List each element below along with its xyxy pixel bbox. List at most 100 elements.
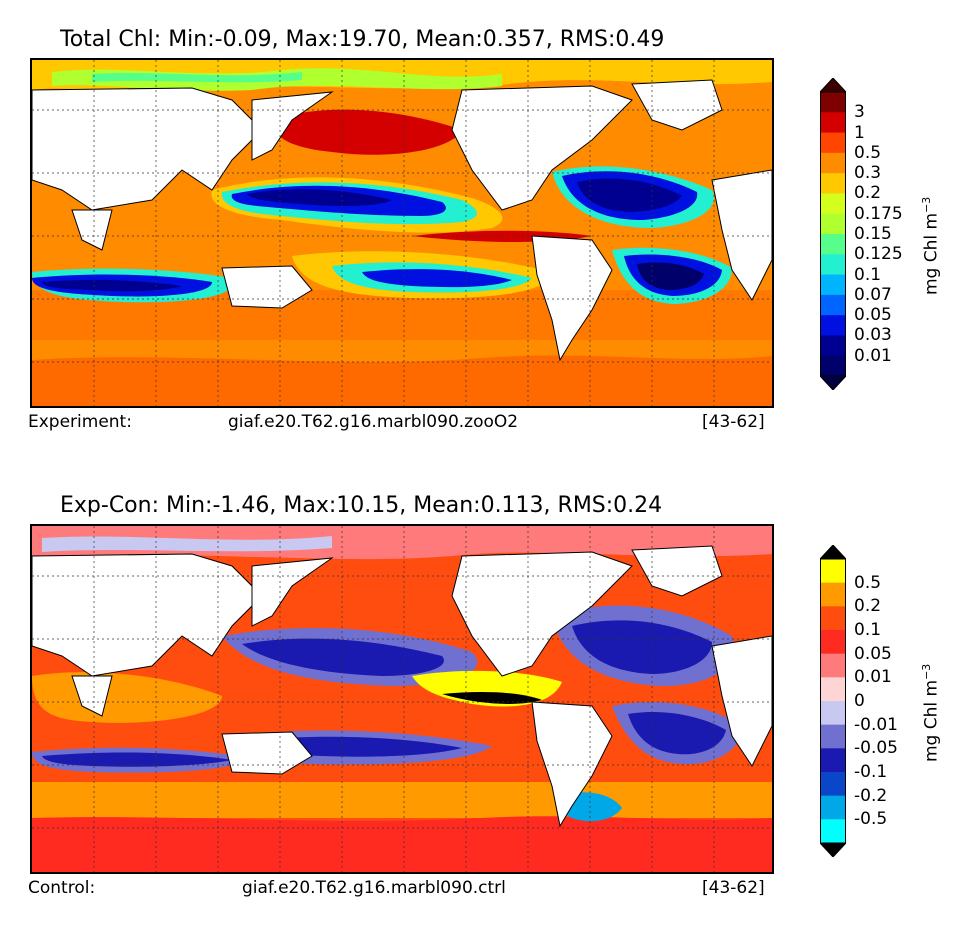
top-colorbar-unit: mg Chl m−3 (920, 197, 942, 295)
colorbar-tick-label: 0.07 (854, 284, 892, 305)
top-caption-years: [43-62] (702, 412, 765, 432)
colorbar-cell (820, 772, 846, 797)
colorbar-tick-label: 0.5 (854, 572, 882, 593)
np-gyre-center (247, 189, 392, 207)
bottom-unit-text: mg Chl m (921, 679, 942, 762)
colorbar-tick-label: 0.2 (854, 183, 882, 204)
eurasia-west (32, 553, 263, 677)
colorbar-cell (820, 335, 846, 357)
colorbar-cell (820, 630, 846, 655)
colorbar-svg (818, 544, 848, 858)
north-america (451, 551, 633, 677)
top-unit-exponent: −3 (920, 196, 933, 213)
colorbar-cell (820, 254, 846, 276)
continents (32, 79, 772, 362)
top-map-canvas (32, 60, 772, 406)
southern-orange (32, 782, 772, 818)
arctic-blue (42, 536, 332, 552)
colorbar-cell (820, 559, 846, 584)
colorbar-cell (820, 701, 846, 726)
na-blue-core (572, 620, 712, 674)
colorbar-tick-label: 0.05 (854, 305, 892, 326)
graticule (32, 526, 772, 872)
colorbar-cell (820, 234, 846, 255)
colorbar-cell (820, 748, 846, 773)
colorbar-tick-label: 0.1 (854, 620, 882, 640)
sa-gyre-core (637, 262, 704, 290)
colorbar-tick-label: -0.05 (854, 738, 898, 759)
sa-blue-core (628, 711, 726, 755)
indian-gyre-core (42, 279, 182, 292)
colorbar-cell (820, 213, 846, 235)
colorbar-tick-label: 0.125 (854, 244, 903, 265)
colorbar-tick-label: 0.15 (854, 224, 892, 244)
north-pacific-high (272, 109, 462, 155)
bottom-map-canvas (32, 526, 772, 872)
bottom-caption-years: [43-62] (702, 878, 765, 898)
colorbar-tick-label: 1 (854, 122, 865, 143)
africa (711, 169, 772, 301)
colorbar-cell (820, 274, 846, 296)
india (71, 209, 113, 251)
east-asia (251, 91, 334, 161)
colorbar-top-arrow (818, 544, 848, 560)
colorbar-cell (820, 653, 846, 678)
south-america (531, 701, 613, 828)
colorbar-tick-label: -0.1 (854, 762, 888, 782)
continents (32, 545, 772, 828)
colorbar-tick-label: 0.03 (854, 325, 892, 346)
colorbar-tick-label: 0.05 (854, 643, 892, 664)
north-america (451, 85, 633, 211)
colorbar-bottom-arrow (818, 842, 848, 858)
colorbar-cell (820, 677, 846, 702)
colorbar-tick-label: 0 (854, 691, 865, 711)
top-chlorophyll-map (30, 58, 774, 408)
na-gyre-core (577, 178, 682, 212)
east-asia (251, 557, 334, 627)
colorbar-cell (820, 152, 846, 174)
colorbar-cell (820, 193, 846, 215)
indian-dark-blue (42, 752, 232, 767)
colorbar-cell (820, 795, 846, 820)
colorbar-tick-label: 0.01 (854, 345, 892, 366)
colorbar-cell (820, 606, 846, 631)
eurasia-west (32, 87, 263, 211)
colorbar-cell (820, 92, 846, 113)
bottom-caption-label: Control: (28, 878, 96, 898)
bottom-unit-exponent: −3 (920, 663, 933, 680)
colorbar-cell (820, 724, 846, 749)
colorbar-tick-label: 0.01 (854, 667, 892, 688)
eq-black (442, 692, 542, 704)
polar-band (32, 355, 772, 406)
colorbar-tick-label: 0.3 (854, 163, 882, 184)
bottom-caption-case: giaf.e20.T62.g16.marbl090.ctrl (242, 878, 506, 898)
colorbar-svg (818, 77, 848, 391)
colorbar-cell (820, 582, 846, 607)
colorbar-tick-label: 0.5 (854, 142, 882, 163)
bottom-difference-map (30, 524, 774, 874)
south-america (531, 235, 613, 362)
polar-red (32, 816, 772, 872)
colorbar-cell (820, 355, 846, 377)
colorbar-cell (820, 173, 846, 194)
africa (711, 635, 772, 767)
colorbar-top-arrow (818, 77, 848, 93)
np-blue-core (242, 638, 444, 676)
colorbar-cell (820, 315, 846, 336)
top-colorbar (818, 77, 848, 391)
colorbar-cell (820, 132, 846, 154)
colorbar-tick-label: 0.1 (854, 264, 882, 285)
sp-gyre-core (362, 269, 512, 288)
colorbar-tick-label: -0.2 (854, 785, 888, 806)
graticule (32, 60, 772, 406)
top-map-title: Total Chl: Min:-0.09, Max:19.70, Mean:0.… (60, 27, 665, 52)
bottom-map-title: Exp-Con: Min:-1.46, Max:10.15, Mean:0.11… (60, 493, 663, 518)
colorbar-cell (820, 294, 846, 316)
colorbar-tick-label: -0.01 (854, 714, 898, 735)
bottom-colorbar (818, 544, 848, 858)
colorbar-tick-label: -0.5 (854, 809, 888, 830)
colorbar-tick-label: 0.2 (854, 596, 882, 617)
top-caption-label: Experiment: (28, 412, 132, 432)
greenland (631, 79, 723, 131)
colorbar-cell (820, 819, 846, 844)
